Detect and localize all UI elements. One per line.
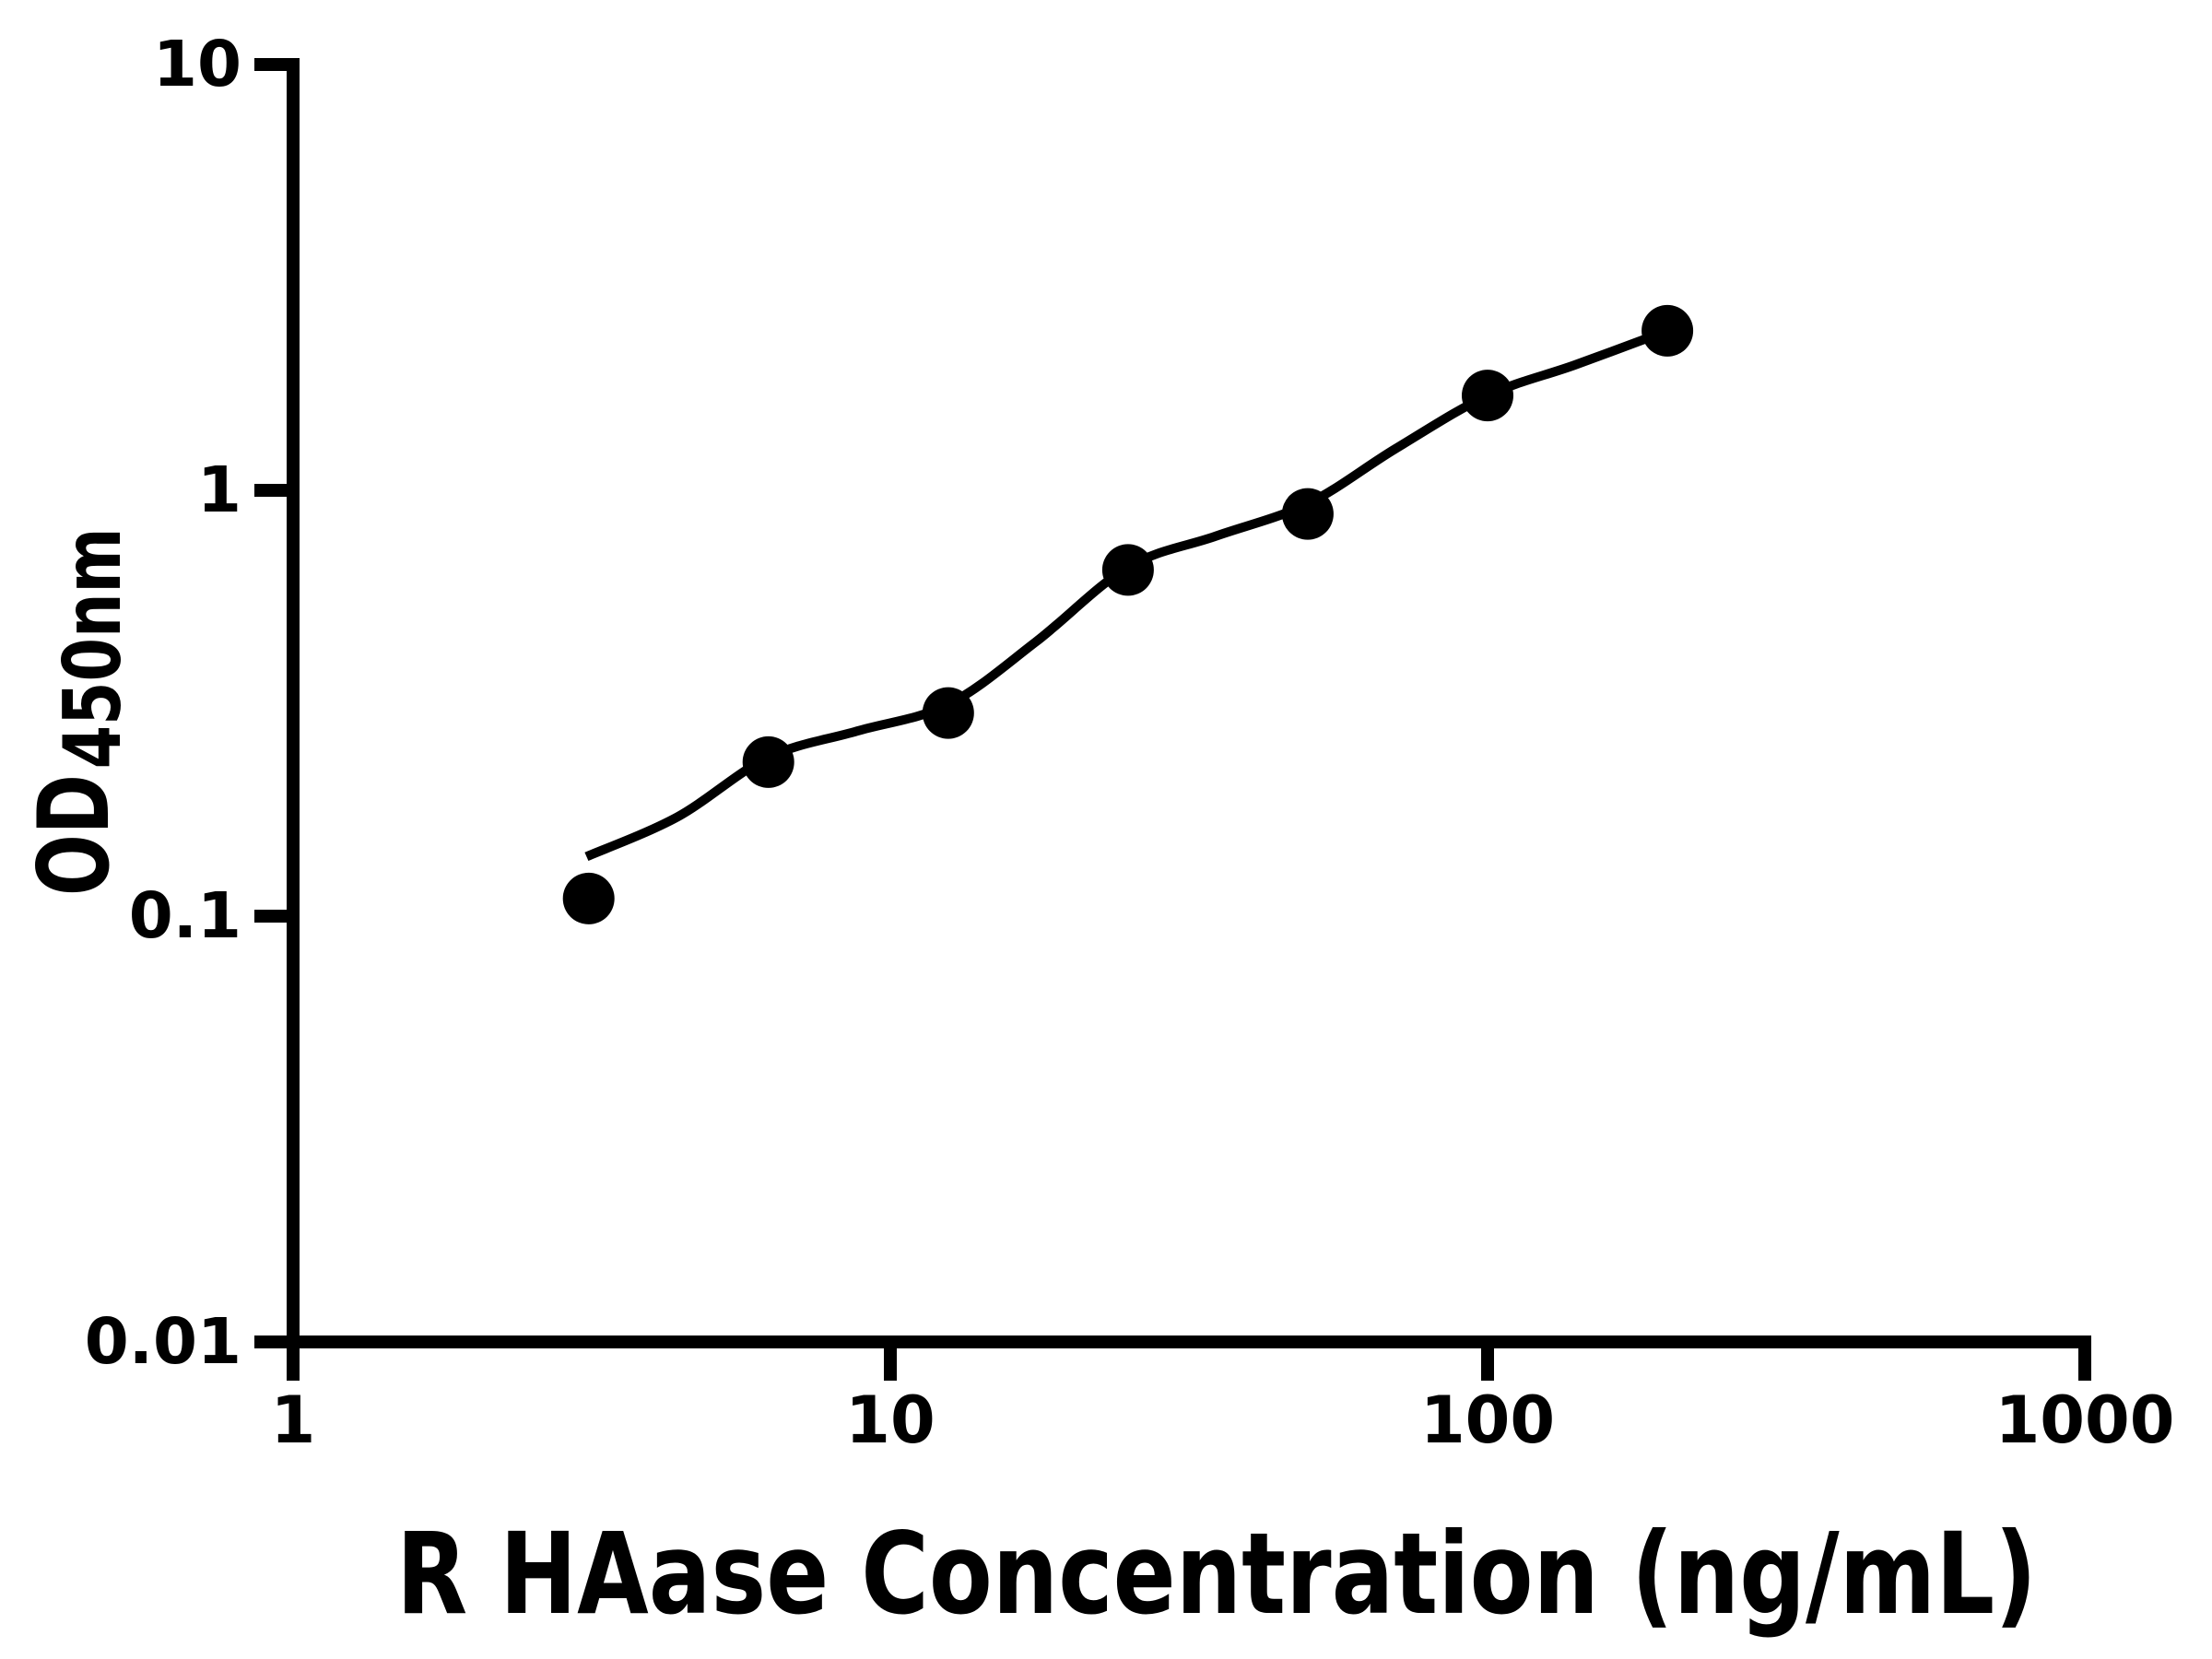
x-tick-label: 10: [845, 1382, 935, 1458]
data-points: [562, 304, 1694, 924]
data-point: [1281, 488, 1334, 540]
x-tick-label: 100: [1420, 1382, 1555, 1458]
y-axis-title-sub: 450nm: [47, 527, 139, 769]
axes: [254, 58, 2091, 1348]
y-axis-title-main: OD: [18, 774, 131, 896]
data-point: [562, 872, 615, 924]
y-tick-label: 0.01: [85, 1305, 241, 1379]
data-point: [1462, 370, 1513, 422]
y-axis-ticks: 10 1 0.1 0.01: [85, 28, 300, 1379]
y-tick-label: 10: [153, 28, 241, 101]
y-tick-label: 1: [197, 453, 241, 527]
x-axis-ticks: 1 10 100 1000: [271, 1335, 2175, 1458]
data-point: [1641, 304, 1694, 357]
y-axis-title: OD 450nm: [18, 527, 139, 896]
data-point: [742, 735, 794, 788]
x-tick-label: 1: [271, 1382, 316, 1458]
x-axis-title: R HAase Concentration (ng/mL): [396, 1509, 2037, 1640]
y-tick-label: 0.1: [129, 879, 241, 953]
data-point: [1101, 544, 1154, 596]
data-point: [922, 687, 974, 739]
x-tick-label: 1000: [1995, 1382, 2175, 1458]
